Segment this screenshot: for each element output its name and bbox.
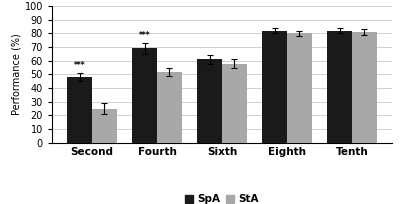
Bar [222,63,247,143]
Bar [262,31,287,143]
Bar [327,31,352,143]
Y-axis label: Performance (%): Performance (%) [12,34,22,115]
Bar [352,32,376,143]
Text: ***: *** [74,61,86,70]
Legend: SpA, StA: SpA, StA [181,190,263,204]
Bar [287,33,312,143]
Bar [68,77,92,143]
Bar [157,72,182,143]
Bar [197,59,222,143]
Bar [92,109,117,143]
Bar [132,49,157,143]
Text: ***: *** [139,31,150,40]
